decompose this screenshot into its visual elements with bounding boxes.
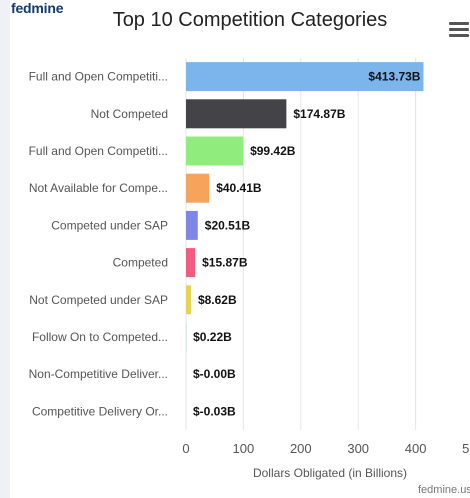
data-label: $174.87B [293, 107, 345, 121]
category-label: Not Competed under SAP [29, 293, 168, 307]
data-label: $40.41B [216, 181, 262, 195]
data-label: $20.51B [205, 218, 251, 232]
bar[interactable] [186, 99, 287, 129]
bar[interactable] [186, 173, 210, 203]
data-label: $413.73B [368, 70, 420, 84]
x-tick-label: 400 [405, 441, 427, 456]
x-tick-label: 100 [233, 441, 255, 456]
category-label: Competed under SAP [51, 218, 168, 232]
data-label: $-0.03B [193, 404, 236, 418]
bar[interactable] [186, 136, 244, 166]
logo-text-fed: fed [11, 0, 32, 16]
bar[interactable] [186, 210, 198, 240]
x-tick-label: 500 [462, 441, 470, 456]
category-label: Not Competed [91, 107, 168, 121]
x-tick-label: 300 [347, 441, 369, 456]
data-label: $-0.00B [193, 367, 236, 381]
category-label: Non-Competitive Deliver... [29, 367, 168, 381]
x-tick-labels: 0 100 200 300 400 500 [182, 441, 470, 456]
x-axis-title: Dollars Obligated (in Billions) [253, 466, 407, 480]
x-tick-label: 0 [182, 441, 189, 456]
bar[interactable] [186, 285, 191, 315]
hamburger-menu-icon[interactable] [447, 19, 470, 39]
data-label: $15.87B [202, 256, 248, 270]
logo-text-mine: mine [31, 0, 64, 16]
value-labels: $413.73B $174.87B $99.42B $40.41B $20.51B $15… [193, 70, 421, 419]
category-label: Follow On to Competed... [32, 330, 168, 344]
fedmine-logo: fedmine [11, 0, 63, 16]
watermark: fedmine.us [418, 484, 470, 496]
category-label: Full and Open Competiti... [29, 70, 168, 84]
chart-title: Top 10 Competition Categories [112, 9, 388, 31]
bar[interactable] [186, 248, 196, 278]
category-labels: Full and Open Competiti... Not Competed Fu… [29, 70, 168, 419]
bars [185, 62, 424, 426]
data-label: $8.62B [198, 293, 237, 307]
data-label: $99.42B [250, 144, 296, 158]
category-label: Competitive Delivery Or... [32, 404, 168, 418]
category-label: Full and Open Competiti... [29, 144, 168, 158]
bar[interactable] [186, 62, 424, 92]
category-label: Not Available for Compe... [29, 181, 168, 195]
data-label: $0.22B [193, 330, 232, 344]
x-tick-label: 200 [290, 441, 312, 456]
left-edge-strip [0, 0, 10, 498]
category-label: Competed [113, 256, 168, 270]
